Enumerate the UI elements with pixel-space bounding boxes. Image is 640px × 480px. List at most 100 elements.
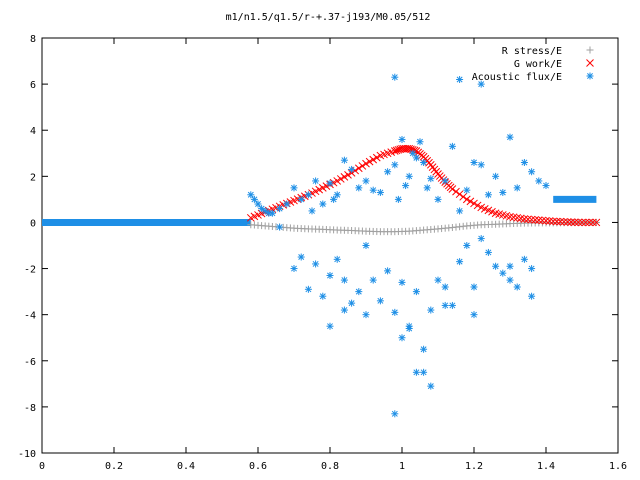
data-point — [531, 215, 540, 224]
data-point — [268, 209, 276, 217]
data-point — [534, 216, 543, 224]
data-point — [412, 368, 420, 376]
data-point — [570, 218, 579, 227]
data-point — [369, 276, 377, 284]
data-point — [398, 334, 406, 342]
y-tick-label: -6 — [24, 357, 36, 368]
data-point — [304, 285, 312, 293]
data-point — [527, 215, 536, 224]
data-point — [470, 311, 478, 319]
data-point — [560, 217, 568, 226]
data-point — [405, 172, 413, 180]
data-point — [506, 133, 514, 141]
y-tick-label: -10 — [18, 449, 36, 460]
data-point — [372, 153, 381, 162]
data-point — [448, 301, 456, 309]
data-point — [462, 195, 471, 204]
data-point — [405, 325, 413, 332]
x-tick-label: 1.6 — [609, 461, 627, 472]
data-point — [276, 205, 284, 213]
data-point — [261, 207, 269, 215]
data-point — [283, 200, 291, 208]
data-point — [258, 205, 266, 213]
data-point — [304, 191, 312, 199]
legend: R stress/E G work/E Acoustic flux/E — [472, 46, 594, 83]
data-point — [326, 271, 334, 279]
plot-area-border — [41, 37, 619, 454]
y-tick-label: -8 — [24, 403, 36, 414]
chart-title: m1/n1.5/q1.5/r-+.37-j193/M0.05/512 — [226, 12, 431, 23]
data-point — [340, 156, 348, 164]
data-point — [391, 410, 399, 418]
data-point — [484, 191, 492, 199]
data-point — [365, 157, 374, 166]
data-point — [484, 248, 492, 256]
y-tick-label: 4 — [30, 126, 36, 137]
x-tick-label: 0.6 — [249, 461, 267, 472]
series-layer — [42, 73, 601, 418]
data-point — [326, 179, 334, 187]
data-point — [578, 218, 586, 227]
data-point — [355, 288, 363, 296]
data-point — [384, 267, 392, 275]
data-point — [592, 218, 601, 227]
y-tick-label: 0 — [30, 218, 36, 229]
data-point — [434, 195, 442, 203]
data-point — [552, 217, 561, 226]
data-point — [416, 138, 424, 146]
data-point — [538, 216, 547, 225]
data-point — [492, 262, 500, 270]
data-point — [513, 184, 521, 192]
data-point — [448, 142, 456, 150]
data-point — [290, 184, 298, 192]
data-point — [384, 168, 392, 176]
data-point — [506, 276, 514, 284]
data-point — [549, 217, 558, 226]
data-point — [376, 297, 384, 305]
data-point — [297, 195, 305, 203]
legend-marker — [586, 46, 594, 54]
data-point — [340, 306, 348, 314]
data-point — [585, 218, 594, 227]
x-tick-label: 0 — [39, 461, 45, 472]
data-point — [567, 218, 576, 226]
data-point — [412, 154, 420, 162]
y-tick-label: 2 — [30, 172, 36, 183]
x-tick-label: 1.2 — [465, 461, 483, 472]
data-point — [456, 207, 464, 215]
data-point — [355, 184, 363, 192]
data-point — [362, 242, 370, 249]
data-point — [563, 218, 572, 226]
data-point — [362, 159, 370, 168]
legend-marker — [586, 59, 594, 67]
y-tick-label: -4 — [24, 311, 36, 322]
data-point — [391, 73, 399, 81]
axes: 0 0.2 0.4 0.6 0.8 1 1.2 1.4 1.6 -10 -8 -6 -4 -2 0 2 4 6 8 — [18, 34, 627, 472]
data-point — [528, 265, 536, 273]
series-acoustic-flux-e — [247, 73, 550, 418]
data-point — [254, 200, 262, 208]
data-point — [492, 172, 500, 180]
data-point — [333, 255, 341, 263]
data-point — [452, 187, 460, 196]
data-point — [506, 262, 514, 270]
data-point — [542, 216, 550, 225]
data-point — [528, 292, 536, 300]
y-tick-label: -2 — [24, 265, 36, 276]
data-point — [455, 190, 464, 199]
y-tick-label: 8 — [30, 34, 36, 45]
data-point — [340, 276, 348, 284]
data-point — [423, 184, 431, 192]
data-point — [376, 188, 384, 196]
data-point — [466, 197, 475, 206]
data-point — [420, 159, 428, 166]
data-point — [520, 255, 528, 263]
data-point — [456, 258, 464, 266]
data-point — [409, 149, 417, 157]
data-point — [574, 218, 583, 227]
data-point — [354, 164, 363, 173]
data-point — [477, 235, 485, 243]
legend-label: G work/E — [514, 59, 562, 70]
data-point — [545, 217, 554, 225]
